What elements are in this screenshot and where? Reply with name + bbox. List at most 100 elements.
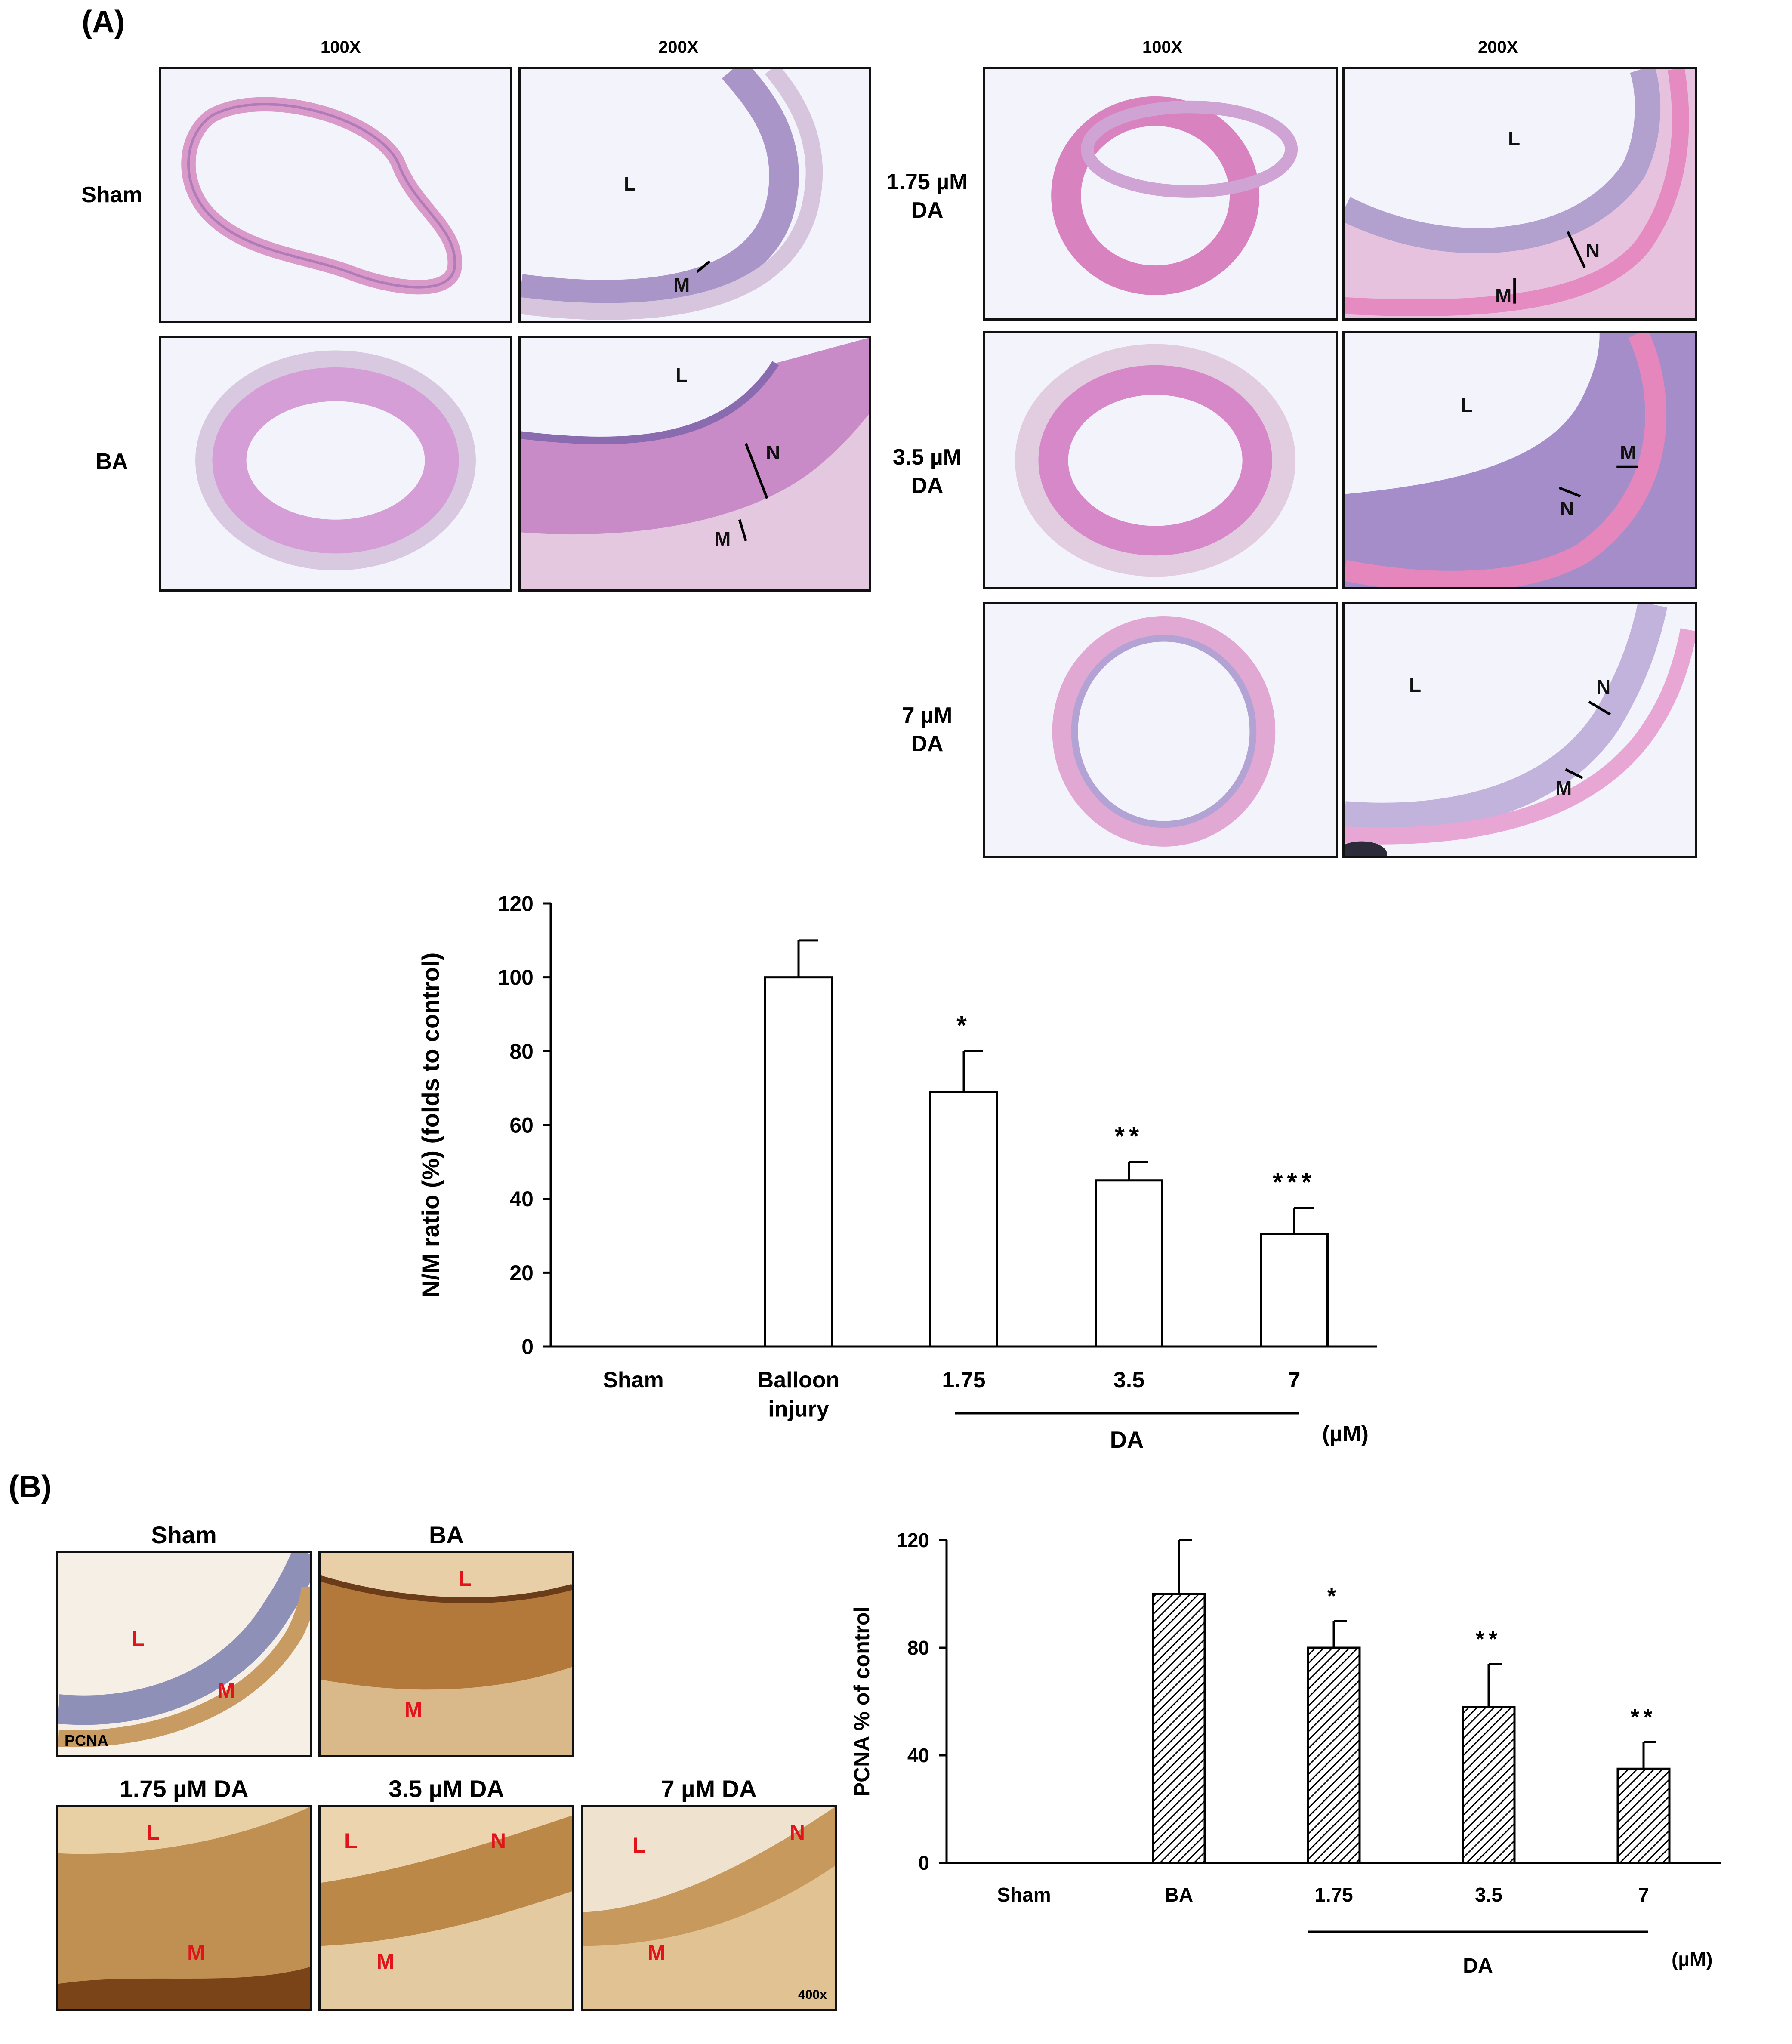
marker-M: M xyxy=(217,1678,235,1702)
micrograph-7-da-100x xyxy=(983,602,1338,858)
micrograph-sham-200x: L M xyxy=(518,67,871,323)
marker-L: L xyxy=(624,173,636,195)
bar xyxy=(764,976,833,1348)
marker-N: N xyxy=(1585,239,1600,262)
row-label-1-75-da: 1.75 µM DA xyxy=(886,170,968,223)
y-tick-label: 100 xyxy=(498,965,534,990)
ihc-title-ba: BA xyxy=(429,1521,464,1548)
y-tick-label: 80 xyxy=(509,1039,534,1064)
y-tick-label: 40 xyxy=(509,1187,534,1211)
group-label: DA xyxy=(1463,1954,1493,1977)
panel-b-letter: (B) xyxy=(9,1470,52,1504)
y-tick-label: 0 xyxy=(521,1335,534,1359)
significance-label: * xyxy=(1327,1584,1340,1609)
significance-label: ** xyxy=(1115,1122,1144,1150)
ihc-image-1-75-da: L M xyxy=(56,1805,312,2011)
bar xyxy=(1462,1706,1516,1864)
marker-N: N xyxy=(1560,497,1574,520)
micrograph-1-75-da-200x: L N M xyxy=(1342,67,1697,321)
ihc-image-sham: L M PCNA xyxy=(56,1551,312,1757)
significance-label: ** xyxy=(1476,1627,1502,1652)
mag-100x-right: 100X xyxy=(1142,38,1183,57)
mag-100x-left: 100X xyxy=(321,38,361,57)
significance-label: *** xyxy=(1273,1168,1316,1196)
category-label: 7 xyxy=(1638,1884,1649,1906)
marker-L: L xyxy=(675,364,688,386)
y-tick-label: 20 xyxy=(509,1261,534,1285)
micrograph-3-5-da-200x: L M N xyxy=(1342,331,1697,589)
ihc-title-7-da: 7 µM DA xyxy=(661,1775,757,1802)
ihc-title-3-5-da: 3.5 µM DA xyxy=(389,1775,504,1802)
y-axis-label: PCNA % of control xyxy=(850,1606,874,1797)
ihc-image-3-5-da: L N M xyxy=(318,1805,574,2011)
y-tick-label: 0 xyxy=(918,1852,929,1874)
y-tick-label: 120 xyxy=(896,1529,929,1551)
micrograph-sham-100x xyxy=(159,67,512,323)
marker-N: N xyxy=(790,1820,805,1844)
marker-M: M xyxy=(1555,777,1572,799)
y-tick-label: 60 xyxy=(509,1113,534,1138)
category-label: Balloon xyxy=(758,1368,840,1393)
marker-M: M xyxy=(404,1698,423,1722)
marker-M: M xyxy=(1495,284,1512,307)
y-tick-label: 80 xyxy=(907,1637,929,1659)
marker-M: M xyxy=(714,527,731,550)
ihc-image-7-da: L N M 400x xyxy=(581,1805,837,2011)
pcna-chart: 0 40 80 120 PCNA % of control Sham BA * 1.75 ** 3.… xyxy=(850,1529,1721,1977)
y-axis-label: N/M ratio (%) (folds to control) xyxy=(417,953,444,1298)
scale-label: 400x xyxy=(798,1988,827,2002)
bar xyxy=(1616,1767,1671,1864)
marker-L: L xyxy=(1409,674,1422,696)
category-label: 1.75 xyxy=(1314,1884,1353,1906)
marker-M: M xyxy=(648,1941,666,1965)
category-label: 3.5 xyxy=(1113,1368,1144,1393)
bar xyxy=(1307,1646,1361,1864)
group-label: DA xyxy=(1110,1427,1144,1453)
row-label-3-5-da: 3.5 µM DA xyxy=(892,445,962,498)
bar xyxy=(1095,1179,1163,1348)
nm-ratio-chart: 0 20 40 60 80 100 120 N/M ratio (%) (folds to c… xyxy=(417,892,1377,1453)
marker-L: L xyxy=(458,1566,472,1591)
micrograph-7-da-200x: L N M xyxy=(1342,602,1697,858)
significance-label: ** xyxy=(1631,1705,1656,1730)
micrograph-ba-200x: L N M xyxy=(518,336,871,592)
marker-L: L xyxy=(1508,127,1521,150)
stain-label: PCNA xyxy=(65,1732,109,1749)
ihc-title-sham: Sham xyxy=(151,1521,217,1548)
significance-label: * xyxy=(956,1011,971,1039)
micrograph-3-5-da-100x xyxy=(983,331,1338,589)
ihc-image-ba: L M xyxy=(318,1551,574,1757)
category-label: injury xyxy=(768,1397,829,1422)
category-label: Sham xyxy=(997,1884,1051,1906)
marker-L: L xyxy=(1461,394,1473,416)
micrograph-ba-100x xyxy=(159,336,512,592)
marker-L: L xyxy=(632,1833,646,1857)
bar xyxy=(1152,1593,1206,1864)
marker-M: M xyxy=(673,274,690,296)
marker-N: N xyxy=(1596,676,1611,698)
category-label: Sham xyxy=(603,1368,664,1393)
y-tick-label: 40 xyxy=(907,1744,929,1767)
ihc-title-1-75-da: 1.75 µM DA xyxy=(119,1775,249,1802)
bar xyxy=(929,1091,998,1348)
marker-L: L xyxy=(131,1627,145,1651)
row-label-sham: Sham xyxy=(81,182,142,207)
marker-M: M xyxy=(1620,441,1637,464)
unit-label: (µM) xyxy=(1322,1421,1369,1446)
marker-N: N xyxy=(766,441,780,464)
marker-M: M xyxy=(187,1941,205,1965)
micrograph-1-75-da-100x xyxy=(983,67,1338,321)
category-label: 3.5 xyxy=(1475,1884,1502,1906)
category-label: BA xyxy=(1165,1884,1193,1906)
row-label-ba: BA xyxy=(96,449,128,474)
category-label: 7 xyxy=(1288,1368,1301,1393)
marker-M: M xyxy=(376,1949,395,1973)
marker-L: L xyxy=(344,1829,358,1853)
marker-L: L xyxy=(146,1820,160,1844)
y-tick-label: 120 xyxy=(498,892,534,916)
mag-200x-left: 200X xyxy=(658,38,699,57)
marker-N: N xyxy=(490,1829,506,1853)
unit-label: (µM) xyxy=(1672,1948,1712,1970)
category-label: 1.75 xyxy=(942,1368,985,1393)
mag-200x-right: 200X xyxy=(1478,38,1518,57)
